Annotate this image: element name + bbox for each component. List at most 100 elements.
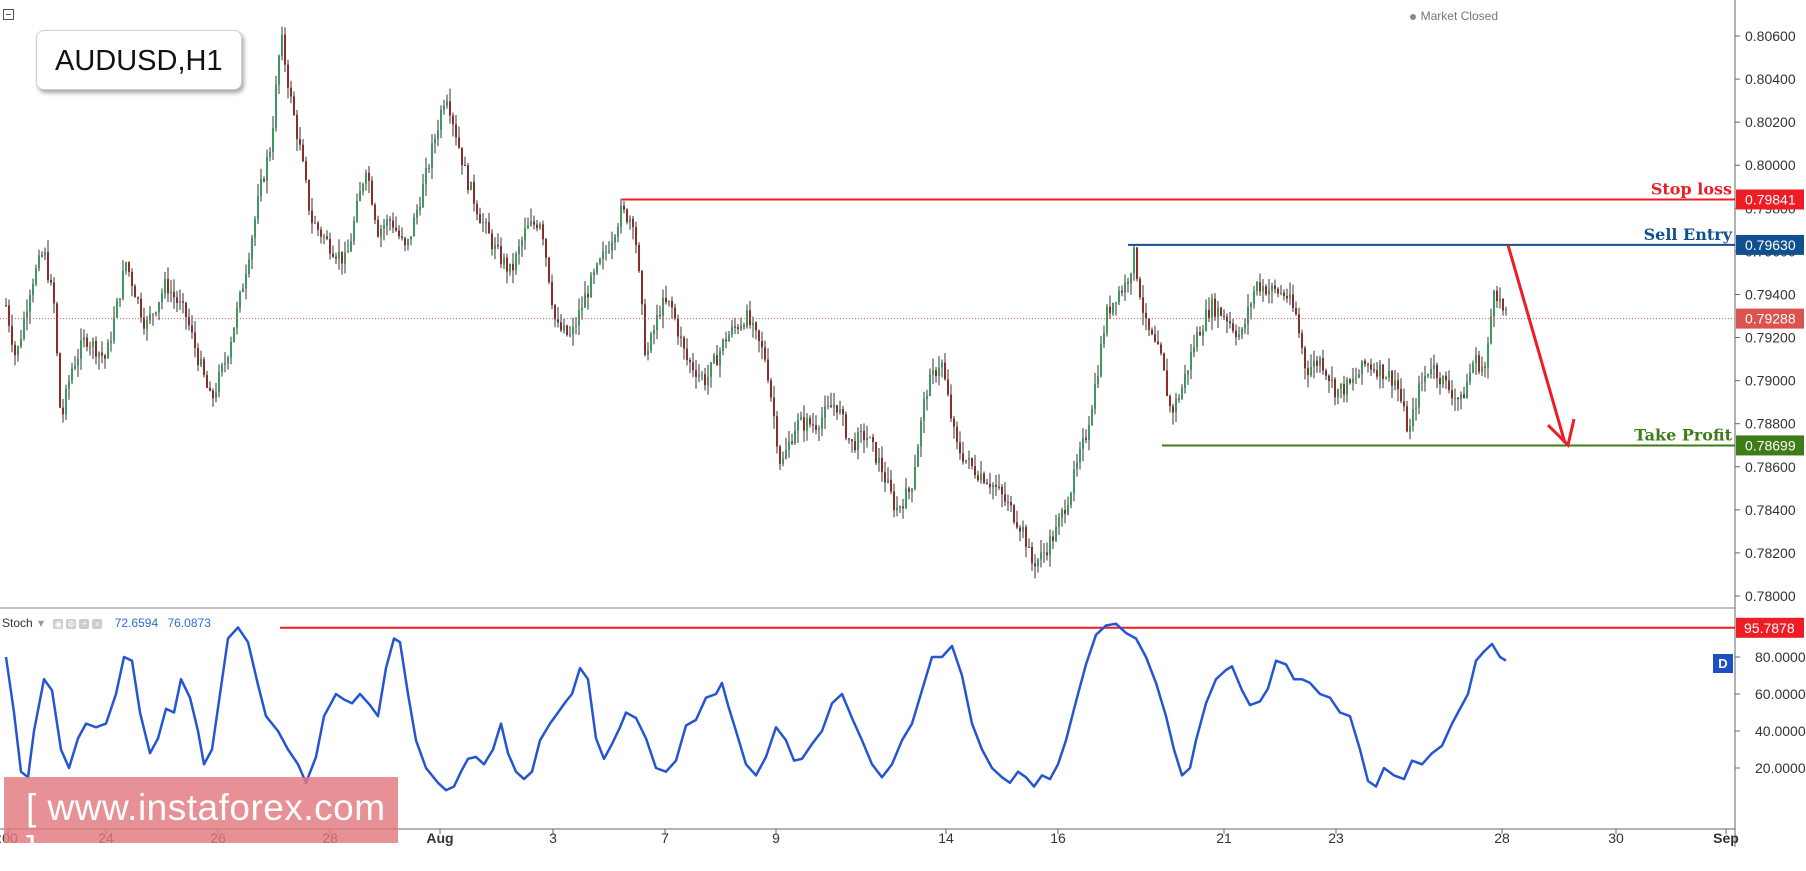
candle-body (206, 374, 208, 388)
candle-body (440, 109, 442, 130)
candle-body (1457, 397, 1459, 400)
candle-body (218, 372, 220, 393)
candle-body (779, 446, 781, 464)
candle-body (656, 315, 658, 331)
candle-body (20, 338, 22, 347)
candle-body (83, 337, 85, 341)
candle-body (767, 359, 769, 381)
candle-body (638, 244, 640, 271)
candle-body (137, 297, 139, 299)
candle-body (1472, 363, 1474, 373)
dropdown-icon[interactable]: ▾ (38, 616, 45, 630)
stoch-tick-label: 80.0000 (1755, 649, 1806, 665)
candle-body (815, 424, 817, 430)
candle-body (314, 222, 316, 224)
candle-body (902, 506, 904, 509)
candle-body (1076, 462, 1078, 470)
candle-body (8, 305, 10, 326)
candle-body (200, 359, 202, 366)
candle-body (1235, 330, 1237, 337)
candle-body (560, 322, 562, 331)
candle-body (1028, 546, 1030, 548)
candle-body (1343, 383, 1345, 395)
candle-body (1316, 360, 1318, 366)
candle-body (1013, 505, 1015, 523)
candle-body (1109, 306, 1111, 314)
candle-body (77, 358, 79, 366)
candle-body (1364, 360, 1366, 365)
candle-body (353, 221, 355, 242)
candle-body (1391, 370, 1393, 386)
candle-body (290, 87, 292, 97)
candle-body (350, 241, 352, 252)
time-tick-label: 28 (1494, 830, 1510, 846)
candle-body (914, 466, 916, 489)
candle-body (89, 346, 91, 348)
candle-body (176, 297, 178, 303)
watermark: [ www.instaforex.com ] (4, 777, 398, 870)
eye-icon[interactable]: ◉ (53, 618, 64, 629)
candle-body (1373, 369, 1375, 371)
candle-body (1388, 370, 1390, 378)
candle-body (419, 206, 421, 210)
collapse-icon[interactable] (3, 9, 14, 20)
candle-body (809, 418, 811, 425)
candle-body (152, 314, 154, 316)
candle-body (938, 367, 940, 376)
candle-body (149, 314, 151, 321)
candle-body (812, 424, 814, 426)
candle-body (1139, 278, 1141, 298)
candle-body (1259, 282, 1261, 292)
candle-body (593, 272, 595, 276)
candle-body (1049, 536, 1051, 556)
candle-body (389, 219, 391, 221)
candle-body (188, 317, 190, 326)
candle-body (1061, 509, 1063, 518)
close-icon[interactable]: × (92, 618, 103, 629)
candle-body (923, 398, 925, 421)
candle-body (968, 458, 970, 460)
candle-body (524, 228, 526, 241)
candle-body (929, 374, 931, 397)
candle-body (770, 380, 772, 398)
candle-body (284, 34, 286, 65)
stoch-tick-label: 40.0000 (1755, 723, 1806, 739)
settings-icon[interactable]: ⚙ (66, 618, 77, 629)
candle-body (854, 441, 856, 451)
candle-body (101, 352, 103, 356)
candle-body (818, 428, 820, 430)
candle-body (641, 270, 643, 305)
candle-body (1184, 374, 1186, 388)
d-flag[interactable]: D (1713, 654, 1733, 673)
candle-body (179, 301, 181, 303)
candle-body (926, 396, 928, 399)
candle-body (266, 157, 268, 181)
candle-body (227, 357, 229, 364)
candle-body (425, 167, 427, 184)
symbol-text: AUDUSD,H1 (55, 45, 223, 77)
candle-body (80, 340, 82, 359)
candle-body (428, 167, 430, 169)
candle-body (1025, 526, 1027, 547)
sell-arrow (1506, 244, 1576, 449)
candle-body (578, 310, 580, 326)
candle-body (1406, 406, 1408, 432)
candle-body (803, 417, 805, 431)
candle-body (161, 293, 163, 303)
candle-body (395, 227, 397, 231)
candle-body (1253, 291, 1255, 304)
candle-body (374, 204, 376, 220)
add-icon[interactable]: + (79, 618, 90, 629)
candle-body (35, 268, 37, 285)
candle-body (488, 222, 490, 234)
market-status: Market Closed (1409, 9, 1498, 23)
candle-body (1424, 375, 1426, 383)
candle-body (1385, 377, 1387, 379)
candle-body (698, 374, 700, 377)
candle-body (236, 307, 238, 328)
candle-body (170, 291, 172, 294)
candle-body (368, 172, 370, 181)
candle-body (281, 34, 283, 57)
candle-body (23, 317, 25, 339)
